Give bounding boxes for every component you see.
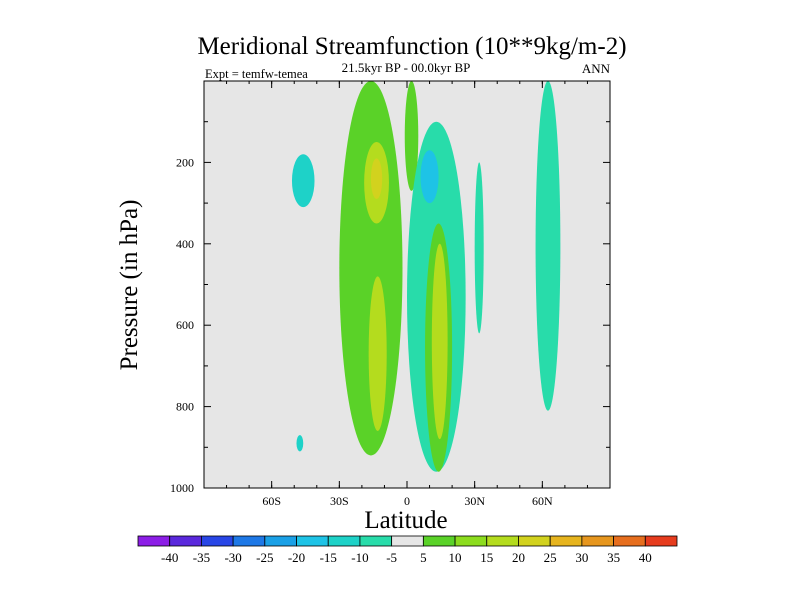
colorbar-swatch <box>549 535 583 547</box>
contour-yellow-core-nh <box>431 243 448 440</box>
colorbar-label: 35 <box>607 550 620 565</box>
y-tick-label: 400 <box>176 237 194 251</box>
colorbar-swatch <box>296 535 329 547</box>
colorbar-label: -25 <box>256 550 273 565</box>
colorbar-label: 30 <box>575 550 588 565</box>
contour-cyan-streak-35N <box>474 162 484 334</box>
contour-blue-core-eq <box>420 150 439 204</box>
contour-regions <box>291 81 561 472</box>
y-tick-label: 800 <box>176 400 194 414</box>
colorbar-swatch <box>613 535 646 547</box>
colorbar-label: 15 <box>480 550 493 565</box>
colorbar-label: 20 <box>512 550 525 565</box>
contour-orange-core-sh <box>370 158 383 200</box>
contour-green-strip-nh-upper <box>404 81 419 191</box>
x-tick-label: 30N <box>464 494 485 508</box>
y-tick-label: 200 <box>176 155 194 169</box>
contour-cyan-patch-50S <box>291 154 315 208</box>
chart-subtitle: 21.5kyr BP - 00.0kyr BP <box>342 60 471 75</box>
colorbar-swatch <box>137 535 171 547</box>
colorbar-swatch <box>264 535 297 547</box>
y-tick-label: 600 <box>176 318 194 332</box>
colorbar-swatch <box>454 535 488 547</box>
colorbar-label: -15 <box>320 550 337 565</box>
axes: 60S 30S 0 30N 60N 200 400 600 800 1000 <box>170 81 610 508</box>
colorbar-label: 40 <box>639 550 652 565</box>
colorbar-label: 25 <box>544 550 557 565</box>
colorbar: -40 -35 -30 -25 -20 -15 -10 -5 5 10 15 20 25 30 35 40 <box>137 535 678 565</box>
colorbar-label: -40 <box>161 550 178 565</box>
colorbar-label: -20 <box>288 550 305 565</box>
y-axis-title: Pressure (in hPa) <box>116 200 143 371</box>
contour-yellow-core-sh-lower <box>368 276 387 432</box>
experiment-label: Expt = temfw-temea <box>205 67 308 81</box>
colorbar-label: 5 <box>420 550 427 565</box>
contour-cyan-dot-47S <box>296 435 304 452</box>
colorbar-swatch <box>644 535 678 547</box>
colorbar-swatch <box>422 535 456 547</box>
colorbar-label: -10 <box>351 550 368 565</box>
plot-area: 60S 30S 0 30N 60N 200 400 600 800 1000 <box>170 80 611 508</box>
colorbar-swatch <box>486 535 519 547</box>
y-tick-label: 1000 <box>170 481 194 495</box>
colorbar-swatch <box>327 535 361 547</box>
colorbar-swatch <box>581 535 614 547</box>
colorbar-swatch <box>359 535 393 547</box>
season-label: ANN <box>582 61 611 76</box>
colorbar-swatch <box>201 535 234 547</box>
colorbar-label: -5 <box>386 550 397 565</box>
chart-title: Meridional Streamfunction (10**9kg/m-2) <box>197 33 626 60</box>
colorbar-label: -30 <box>224 550 241 565</box>
x-axis-title: Latitude <box>364 507 447 534</box>
colorbar-swatch <box>518 535 551 547</box>
colorbar-swatch <box>232 535 266 547</box>
x-tick-label: 0 <box>404 494 410 508</box>
x-tick-label: 30S <box>330 494 349 508</box>
x-tick-label: 60S <box>262 494 281 508</box>
colorbar-label: 10 <box>449 550 462 565</box>
x-tick-label: 60N <box>532 494 553 508</box>
colorbar-label: -35 <box>193 550 210 565</box>
colorbar-swatch <box>169 535 202 547</box>
contour-cyan-band-60N <box>535 81 561 411</box>
colorbar-swatch <box>391 535 424 547</box>
